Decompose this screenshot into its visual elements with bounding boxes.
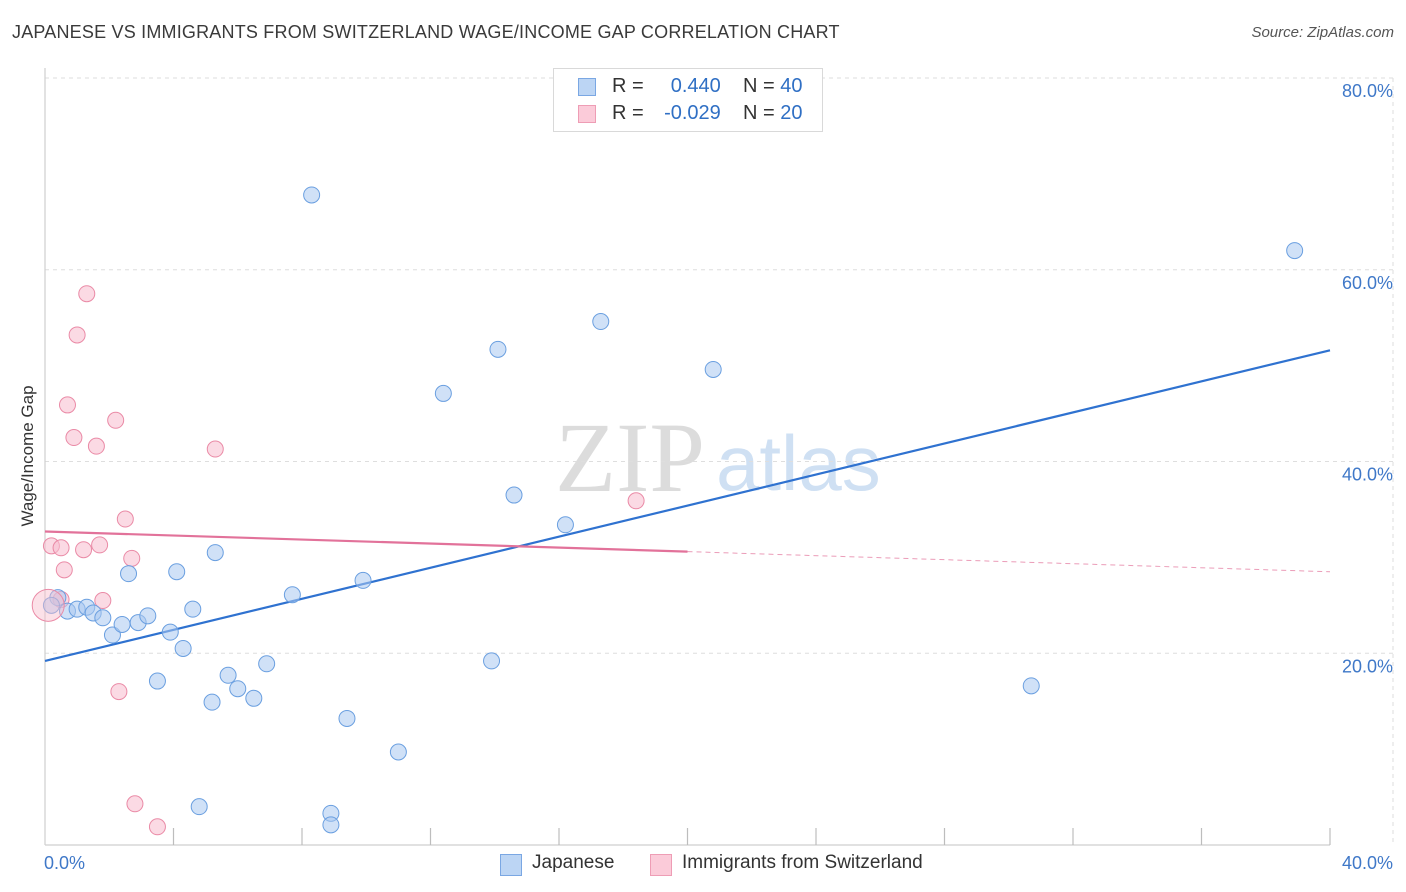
switzerland-point (68, 326, 86, 344)
japanese-point (148, 672, 166, 690)
switzerland-trend-line (44, 530, 688, 553)
japanese-point (483, 652, 501, 670)
japanese-point (42, 596, 60, 614)
japanese-point (389, 743, 407, 761)
switzerland-point (58, 396, 76, 414)
japanese-point (489, 340, 507, 358)
japanese-point (1286, 242, 1304, 260)
switzerland-point (87, 437, 105, 455)
switzerland-point (116, 510, 134, 528)
watermark-zip: ZIP (555, 402, 705, 513)
y-tick-label: 60.0% (1342, 273, 1393, 293)
switzerland-point (206, 440, 224, 458)
r-label: R = (612, 75, 644, 97)
switzerland-point (627, 492, 645, 510)
japanese-point (1022, 677, 1040, 695)
x-tick-labels: 0.0% 40.0% (44, 853, 1393, 873)
legend-label: Japanese (532, 852, 615, 873)
japanese-point (206, 544, 224, 562)
switzerland-trend-extension (687, 551, 1331, 573)
switzerland-point (75, 541, 93, 559)
japanese-point (303, 186, 321, 204)
switzerland-swatch (650, 854, 672, 876)
correlation-legend: R = 0.440 N = 40 R = -0.029 N = 20 (553, 68, 823, 132)
trend-lines (44, 349, 1331, 662)
japanese-swatch (500, 854, 522, 876)
japanese-point (354, 571, 372, 589)
axes (44, 68, 1331, 846)
japanese-point (556, 516, 574, 534)
r-label: R = (612, 102, 644, 124)
r-value: -0.029 (664, 102, 721, 124)
y-tick-label: 40.0% (1342, 465, 1393, 485)
n-label: N = (743, 75, 775, 97)
y-tick-label: 20.0% (1342, 656, 1393, 676)
japanese-point (283, 586, 301, 604)
n-value: 20 (780, 102, 803, 124)
y-axis-label: Wage/Income Gap (18, 385, 37, 526)
japanese-point (229, 680, 247, 698)
japanese-swatch (578, 78, 596, 96)
japanese-point (219, 666, 237, 684)
x-tick-label: 40.0% (1342, 853, 1393, 873)
japanese-point (184, 600, 202, 618)
switzerland-point (107, 411, 125, 429)
chart-title: JAPANESE VS IMMIGRANTS FROM SWITZERLAND … (12, 22, 840, 42)
switzerland-point (91, 536, 109, 554)
data-points (31, 186, 1304, 836)
switzerland-point (123, 549, 141, 567)
japanese-point (139, 607, 157, 625)
japanese-point (174, 639, 192, 657)
y-tick-labels: 20.0% 40.0% 60.0% 80.0% (1342, 81, 1393, 676)
japanese-point (258, 655, 276, 673)
source-credit: Source: ZipAtlas.com (1251, 24, 1394, 41)
y-tick-label: 80.0% (1342, 81, 1393, 101)
switzerland-cluster-point (31, 588, 65, 622)
japanese-point (592, 313, 610, 331)
japanese-point (103, 626, 121, 644)
x-tick-label: 0.0% (44, 853, 85, 873)
r-value: 0.440 (670, 75, 721, 97)
switzerland-point (52, 539, 70, 557)
japanese-point (322, 816, 340, 834)
switzerland-point (65, 429, 83, 447)
japanese-point (338, 709, 356, 727)
switzerland-point (148, 818, 166, 836)
japanese-point (245, 689, 263, 707)
japanese-point (505, 486, 523, 504)
japanese-point (161, 623, 179, 641)
japanese-point (434, 384, 452, 402)
series-legend: Japanese Immigrants from Switzerland (0, 852, 1406, 878)
switzerland-point (94, 592, 112, 610)
legend-label: Immigrants from Switzerland (682, 852, 923, 873)
japanese-point (94, 609, 112, 627)
switzerland-point (110, 683, 128, 701)
japanese-point (190, 798, 208, 816)
japanese-point (168, 563, 186, 581)
switzerland-point (55, 561, 73, 579)
japanese-point (120, 565, 138, 583)
switzerland-point (78, 285, 96, 303)
japanese-point (113, 615, 131, 633)
japanese-trend-line (44, 349, 1331, 662)
n-label: N = (743, 102, 775, 124)
watermark: ZIP atlas (555, 402, 881, 513)
gridlines (45, 77, 1394, 845)
switzerland-swatch (578, 105, 596, 123)
n-value: 40 (780, 75, 803, 97)
japanese-point (203, 693, 221, 711)
switzerland-point (126, 795, 144, 813)
japanese-point (704, 360, 722, 378)
